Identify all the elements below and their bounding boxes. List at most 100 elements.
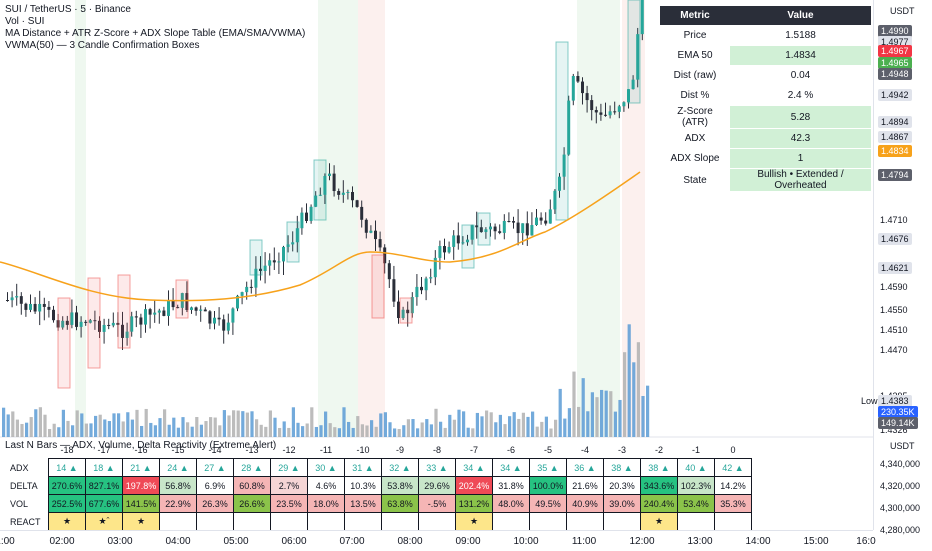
bars-cell-adx: 21 ▲ [122,458,160,477]
bars-cell-adx: 30 ▲ [307,458,345,477]
price-tag: 1.4990 [878,25,912,37]
candle-body [10,297,14,301]
volume-legend[interactable]: Vol · SUI [5,16,45,27]
bars-cell-react [196,512,234,531]
confirmation-box [477,212,491,246]
candle-body [125,331,129,338]
price-tick-label: 1.4590 [880,282,908,292]
candle-body [392,279,396,302]
candle-body [351,191,354,201]
volume-bar [80,413,84,437]
volume-bar [121,421,125,437]
candle-body [558,176,561,191]
lower-pane-axis[interactable]: USDT 4,340,000 4,320,000 4,300,000 4,280,00… [873,437,932,535]
candle-body [466,239,469,243]
price-chart[interactable] [0,0,873,530]
bars-cell-adx: 28 ▲ [233,458,271,477]
time-tick-label: 04:00 [165,536,191,547]
candle-body [259,268,262,271]
candle-body [475,225,479,228]
volume-bar [517,418,521,437]
candle-body [162,310,166,316]
bars-cell-adx: 29 ▲ [270,458,308,477]
candle-body [553,190,557,210]
volume-bar [75,410,79,437]
bars-cell-adx: 33 ▲ [418,458,456,477]
candle-body [576,75,580,82]
time-tick-label: 05:00 [223,536,249,547]
candle-body [88,320,92,323]
price-tick-label: 1.4550 [880,305,908,315]
candle-body [130,316,134,332]
bars-cell-vol: -.5% [418,494,456,513]
confirmation-box [175,279,189,319]
metric-row: ADX 42.3 [660,128,871,149]
time-tick-label: 16:0 [856,536,876,547]
metric-value: 2.4 % [730,85,871,106]
metric-row: ADX Slope 1 [660,148,871,169]
price-axis[interactable]: USDT 1.47101.45901.45501.45101.44701.439… [873,0,932,437]
candle-body [24,303,28,310]
candle-body [585,93,589,101]
volume-bar [135,409,139,437]
volume-bar [291,407,295,437]
bars-cell-adx: 14 ▲ [48,458,86,477]
bars-column-header: -2 [654,444,663,455]
volume-bar [98,414,102,437]
bars-column-header: -17 [97,444,111,455]
lower-axis-currency[interactable]: USDT [890,441,915,451]
volume-bar [586,411,590,437]
candle-body [194,307,198,311]
volume-bar [379,413,383,437]
indicator-legend-1[interactable]: MA Distance + ATR Z-Score + ADX Slope Ta… [5,28,306,39]
confirmation-box [117,274,131,349]
candle-body [245,286,249,293]
metric-value: 5.28 [730,105,871,129]
candle-body [447,246,451,253]
time-tick-label: 11:00 [571,536,597,547]
volume-bar [581,378,585,437]
candle-body [397,301,400,319]
metric-value: 42.3 [730,128,871,149]
volume-bar [365,425,369,437]
candle-body [438,246,442,258]
price-axis-currency[interactable]: USDT [890,6,915,16]
volume-bar [420,422,424,437]
volume-bar [199,424,203,437]
volume-bar [526,416,530,437]
bars-column-header: -5 [543,444,552,455]
candle-body [318,194,322,196]
candle-body [562,154,566,177]
price-tag: 1.4621 [878,262,912,274]
metric-name: State [660,168,730,192]
candle-body [217,317,221,320]
candle-body [608,111,612,116]
volume-bar [508,416,512,437]
bars-cell-react [529,512,567,531]
bars-cell-react [344,512,382,531]
volume-bar [2,407,6,437]
candle-body [38,303,42,312]
symbol-title[interactable]: SUI / TetherUS · 5 · Binance [5,4,131,15]
bars-cell-delta: 53.8% [381,476,419,495]
indicator-legend-2[interactable]: VWMA(50) — 3 Candle Confirmation Boxes [5,40,200,51]
metric-name: ADX [660,128,730,149]
candle-body [332,173,336,192]
candle-body [148,309,152,315]
metric-value: 1.5188 [730,25,871,46]
candle-body [29,303,32,310]
volume-bar [255,419,259,437]
bars-column-header: -15 [171,444,185,455]
candle-body [590,100,594,111]
candle-body [452,235,456,247]
candle-body [176,307,180,309]
candle-body [190,307,193,311]
bars-column-header: 0 [730,444,736,455]
zone-band [318,0,358,437]
volume-bar [107,421,111,437]
time-axis[interactable]: 1:00 02:00 03:00 04:00 05:00 06:00 07:00 08:00 0… [0,530,876,551]
volume-bar [480,416,484,437]
volume-bar [475,412,479,437]
volume-bar [540,421,544,437]
bars-cell-react [307,512,345,531]
